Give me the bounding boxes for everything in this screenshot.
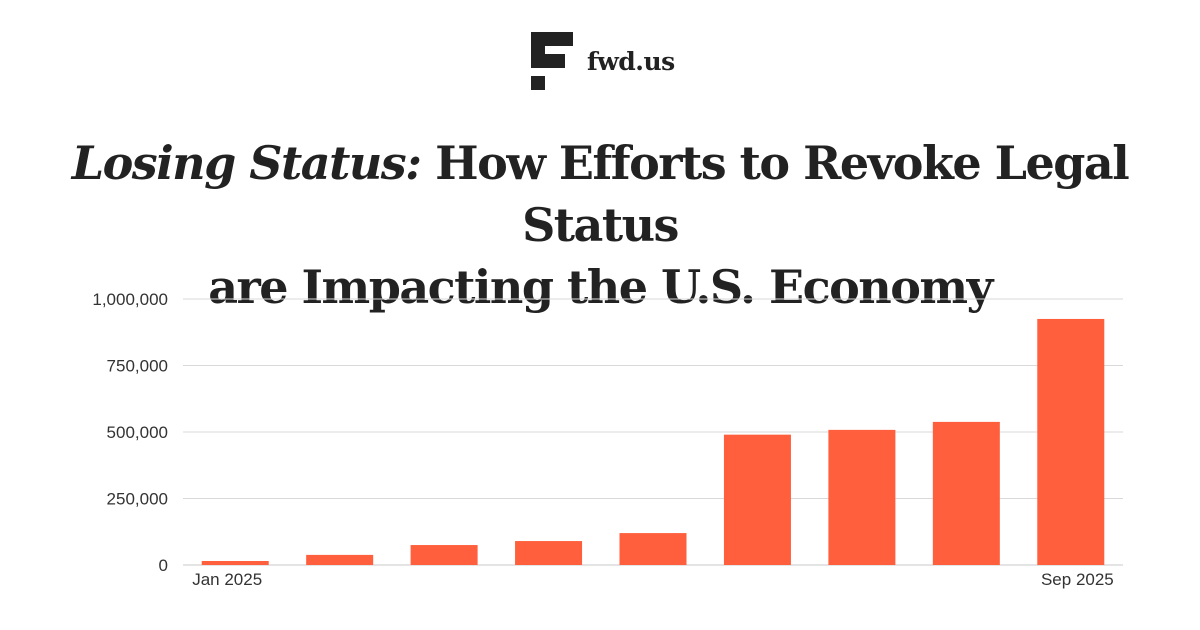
x-tick-label-last: Sep 2025: [1041, 570, 1114, 589]
x-tick-label-first: Jan 2025: [192, 570, 262, 589]
y-tick-label: 1,000,000: [92, 290, 168, 309]
y-tick-label: 750,000: [107, 357, 168, 376]
bar-jul-2025: [828, 429, 896, 565]
fwd-logo-icon: [531, 32, 573, 90]
bar-jan-2025: [201, 561, 269, 565]
bar-sep-2025: [1037, 318, 1105, 565]
brand-name: fwd.us: [587, 46, 675, 76]
title-italic: Losing Status:: [71, 136, 422, 190]
page-title: Losing Status: How Efforts to Revoke Leg…: [0, 132, 1200, 318]
title-line1: How Efforts to Revoke Legal Status: [420, 136, 1130, 252]
brand-logo: fwd.us: [531, 32, 675, 90]
bar-mar-2025: [410, 545, 478, 565]
bar-feb-2025: [306, 554, 374, 565]
y-tick-label: 500,000: [107, 423, 168, 442]
y-tick-label: 0: [159, 556, 168, 575]
title-line2: are Impacting the U.S. Economy: [208, 260, 993, 314]
bar-may-2025: [619, 533, 687, 565]
y-tick-label: 250,000: [107, 490, 168, 509]
bar-aug-2025: [932, 421, 1000, 565]
bar-apr-2025: [515, 541, 583, 565]
bar-jun-2025: [723, 434, 791, 565]
